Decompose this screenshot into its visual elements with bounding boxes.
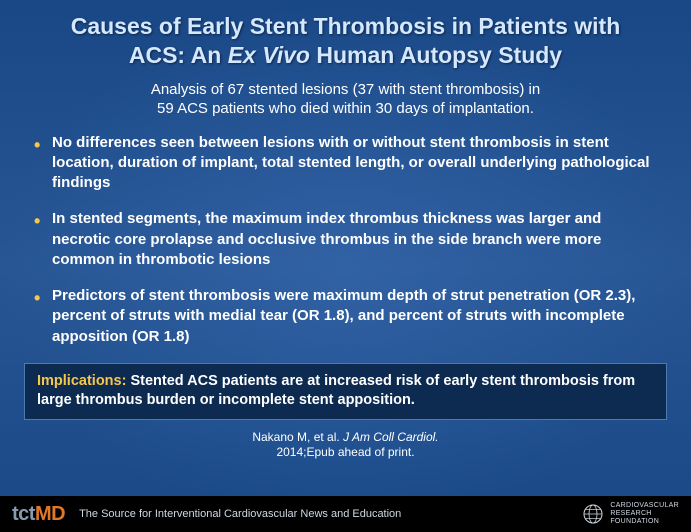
slide-subtitle: Analysis of 67 stented lesions (37 with … — [24, 80, 667, 119]
citation: Nakano M, et al. J Am Coll Cardiol. 2014… — [24, 430, 667, 461]
implications-label: Implications: — [37, 373, 130, 389]
crf-globe-icon — [582, 503, 604, 525]
citation-year: 2014;Epub ahead of print. — [276, 445, 414, 459]
footer-tagline: The Source for Interventional Cardiovasc… — [79, 508, 401, 520]
logo-part1: tct — [12, 503, 35, 526]
bullet-item: In stented segments, the maximum index t… — [30, 209, 661, 270]
slide-container: Causes of Early Stent Thrombosis in Pati… — [0, 0, 691, 532]
implications-box: Implications: Stented ACS patients are a… — [24, 363, 667, 420]
bullet-list: No differences seen between lesions with… — [24, 133, 667, 347]
crf-line2: RESEARCH — [610, 510, 679, 518]
crf-line1: CARDIOVASCULAR — [610, 502, 679, 510]
title-line2-pre: ACS: An — [129, 42, 228, 68]
crf-text: CARDIOVASCULAR RESEARCH FOUNDATION — [610, 502, 679, 525]
tctmd-logo: tctMD — [12, 503, 65, 526]
slide-title: Causes of Early Stent Thrombosis in Pati… — [24, 12, 667, 70]
title-line2-post: Human Autopsy Study — [310, 42, 562, 68]
title-line1: Causes of Early Stent Thrombosis in Pati… — [71, 13, 621, 39]
title-line2-em: Ex Vivo — [228, 42, 310, 68]
citation-journal: J Am Coll Cardiol. — [343, 430, 439, 444]
subtitle-line1: Analysis of 67 stented lesions (37 with … — [151, 81, 540, 98]
bullet-item: No differences seen between lesions with… — [30, 133, 661, 194]
subtitle-line2: 59 ACS patients who died within 30 days … — [157, 100, 534, 117]
footer-right: CARDIOVASCULAR RESEARCH FOUNDATION — [582, 502, 679, 525]
logo-part2: MD — [35, 503, 65, 526]
citation-authors: Nakano M, et al. — [252, 430, 343, 444]
crf-line3: FOUNDATION — [610, 518, 679, 526]
footer-bar: tctMD The Source for Interventional Card… — [0, 496, 691, 532]
bullet-item: Predictors of stent thrombosis were maxi… — [30, 286, 661, 347]
